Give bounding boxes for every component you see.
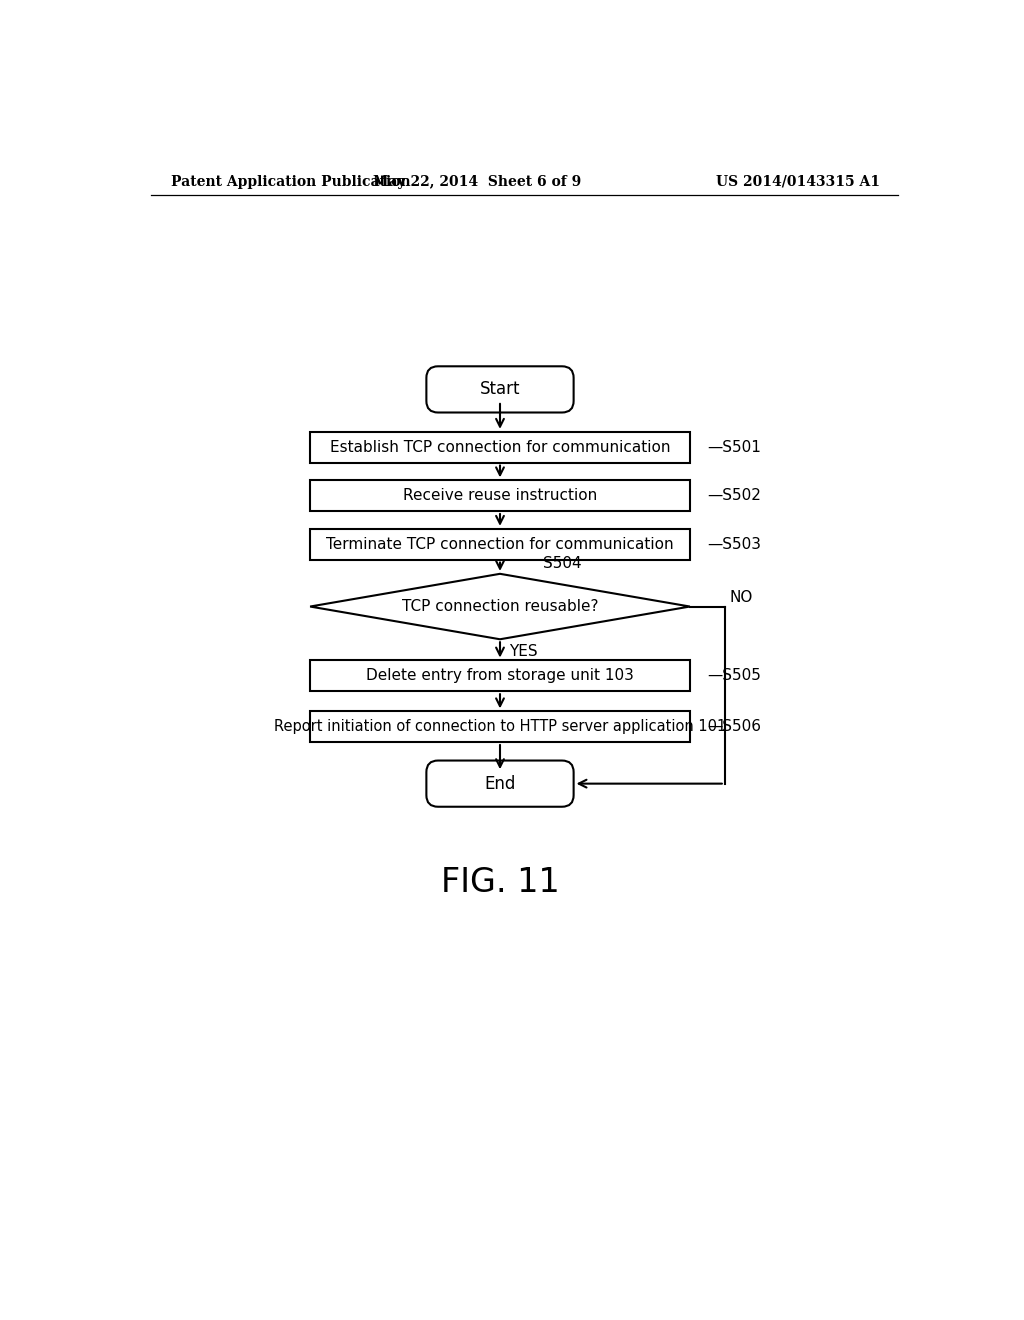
- Text: May 22, 2014  Sheet 6 of 9: May 22, 2014 Sheet 6 of 9: [373, 174, 581, 189]
- Text: S504: S504: [543, 556, 582, 570]
- Text: —S506: —S506: [707, 719, 761, 734]
- Text: Report initiation of connection to HTTP server application 101: Report initiation of connection to HTTP …: [273, 719, 726, 734]
- Bar: [310, 660, 690, 692]
- Text: Terminate TCP connection for communication: Terminate TCP connection for communicati…: [327, 537, 674, 552]
- Text: TCP connection reusable?: TCP connection reusable?: [401, 599, 598, 614]
- Text: —S505: —S505: [707, 668, 761, 684]
- FancyBboxPatch shape: [426, 367, 573, 413]
- Bar: [310, 711, 690, 742]
- Bar: [310, 529, 690, 560]
- Text: End: End: [484, 775, 516, 792]
- Text: FIG. 11: FIG. 11: [440, 866, 559, 899]
- Bar: [310, 432, 690, 462]
- Text: —S502: —S502: [707, 488, 761, 503]
- Text: Delete entry from storage unit 103: Delete entry from storage unit 103: [366, 668, 634, 684]
- Bar: [310, 480, 690, 511]
- Text: US 2014/0143315 A1: US 2014/0143315 A1: [716, 174, 880, 189]
- Text: Start: Start: [480, 380, 520, 399]
- Text: Receive reuse instruction: Receive reuse instruction: [402, 488, 597, 503]
- FancyBboxPatch shape: [426, 760, 573, 807]
- Polygon shape: [310, 574, 690, 639]
- Text: —S503: —S503: [707, 537, 761, 552]
- Text: YES: YES: [509, 644, 538, 659]
- Text: NO: NO: [729, 590, 753, 605]
- Text: Establish TCP connection for communication: Establish TCP connection for communicati…: [330, 440, 671, 454]
- Text: Patent Application Publication: Patent Application Publication: [171, 174, 411, 189]
- Text: —S501: —S501: [707, 440, 761, 454]
